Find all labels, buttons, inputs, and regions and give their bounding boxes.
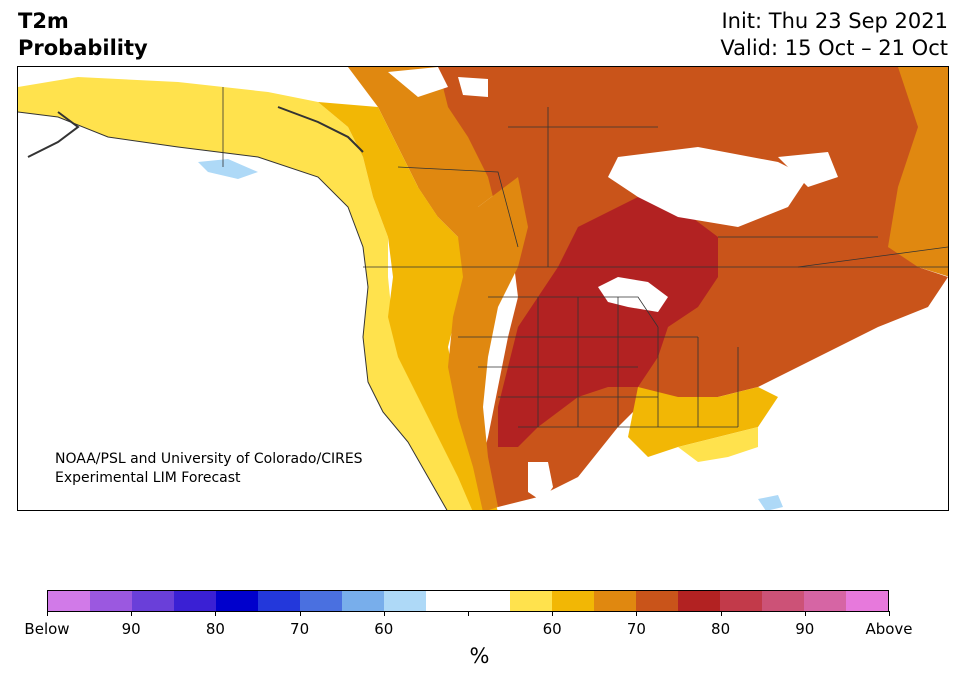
colorbar-tick-label-7: 70 <box>626 620 646 638</box>
colorbar-tick-label-10: Above <box>865 620 913 638</box>
colorbar-tick-mark-4 <box>383 611 385 616</box>
colorbar-tick-mark-7 <box>636 611 638 616</box>
colorbar-swatch-10 <box>468 591 510 611</box>
colorbar-swatch-3 <box>174 591 216 611</box>
zone-dark-red <box>498 197 718 447</box>
great-lakes <box>598 277 668 312</box>
valid-range: Valid: 15 Oct – 21 Oct <box>720 36 948 60</box>
colorbar-tick-label-6: 60 <box>542 620 562 638</box>
title-type: Probability <box>18 36 148 60</box>
map-title: T2m Probability <box>18 8 148 62</box>
colorbar-swatch-0 <box>48 591 90 611</box>
credit-line-2: Experimental LIM Forecast <box>55 470 241 486</box>
colorbar-swatch-5 <box>258 591 300 611</box>
colorbar-swatch-19 <box>846 591 888 611</box>
map-canvas <box>18 67 948 510</box>
data-credit: NOAA/PSL and University of Colorado/CIRE… <box>55 450 363 488</box>
forecast-dates: Init: Thu 23 Sep 2021 Valid: 15 Oct – 21… <box>720 8 948 62</box>
alaska-border <box>27 106 364 158</box>
zone-light-blue-caribbean <box>758 495 783 510</box>
zone-yellow <box>18 77 487 510</box>
colorbar-tick-label-3: 70 <box>290 620 310 638</box>
colorbar-swatch-17 <box>762 591 804 611</box>
border-lines <box>222 87 948 428</box>
colorbar-tick-mark-1 <box>131 611 133 616</box>
init-date: Init: Thu 23 Sep 2021 <box>721 9 948 33</box>
credit-line-1: NOAA/PSL and University of Colorado/CIRE… <box>55 451 363 467</box>
colorbar-swatch-7 <box>342 591 384 611</box>
colorbar-tick-mark-5 <box>468 611 469 616</box>
hudson-bay <box>608 147 808 227</box>
title-variable: T2m <box>18 9 69 33</box>
colorbar-swatch-9 <box>426 591 468 611</box>
coastline <box>18 111 448 510</box>
colorbar-swatch-16 <box>720 591 762 611</box>
colorbar <box>47 590 889 612</box>
colorbar-swatch-12 <box>552 591 594 611</box>
colorbar-tick-mark-9 <box>804 611 806 616</box>
colorbar-tick-mark-8 <box>720 611 722 616</box>
colorbar-tick-mark-0 <box>47 611 48 616</box>
colorbar-swatch-1 <box>90 591 132 611</box>
florida <box>708 459 738 497</box>
colorbar-swatch-6 <box>300 591 342 611</box>
colorbar-tick-mark-6 <box>552 611 554 616</box>
colorbar-tick-label-1: 90 <box>121 620 141 638</box>
colorbar-tick-label-9: 90 <box>795 620 815 638</box>
colorbar-swatch-4 <box>216 591 258 611</box>
zone-light-blue-alaska <box>198 159 258 179</box>
colorbar-swatch-8 <box>384 591 426 611</box>
zone-orange-west <box>418 177 528 510</box>
probability-map: NOAA/PSL and University of Colorado/CIRE… <box>17 66 949 511</box>
colorbar-swatch-13 <box>594 591 636 611</box>
zone-southeast-gold <box>628 387 778 457</box>
colorbar-swatch-2 <box>132 591 174 611</box>
colorbar-tick-label-0: Below <box>24 620 70 638</box>
colorbar-tick-mark-10 <box>889 611 890 616</box>
colorbar-ticks <box>47 611 890 617</box>
colorbar-tick-labels: Below 90 80 70 60 60 70 80 90 Above <box>0 620 959 642</box>
colorbar-swatch-14 <box>636 591 678 611</box>
colorbar-tick-mark-2 <box>215 611 217 616</box>
zone-gold <box>318 102 498 510</box>
mexico-white <box>528 462 553 502</box>
colorbar-tick-mark-3 <box>299 611 301 616</box>
zone-southeast-yellow <box>678 427 758 462</box>
colorbar-tick-label-2: 80 <box>205 620 225 638</box>
colorbar-swatch-18 <box>804 591 846 611</box>
arctic-islands <box>388 67 838 187</box>
colorbar-tick-label-8: 80 <box>711 620 731 638</box>
colorbar-swatch-11 <box>510 591 552 611</box>
colorbar-units: % <box>469 644 490 668</box>
colorbar-tick-label-4: 60 <box>374 620 394 638</box>
colorbar-swatch-15 <box>678 591 720 611</box>
